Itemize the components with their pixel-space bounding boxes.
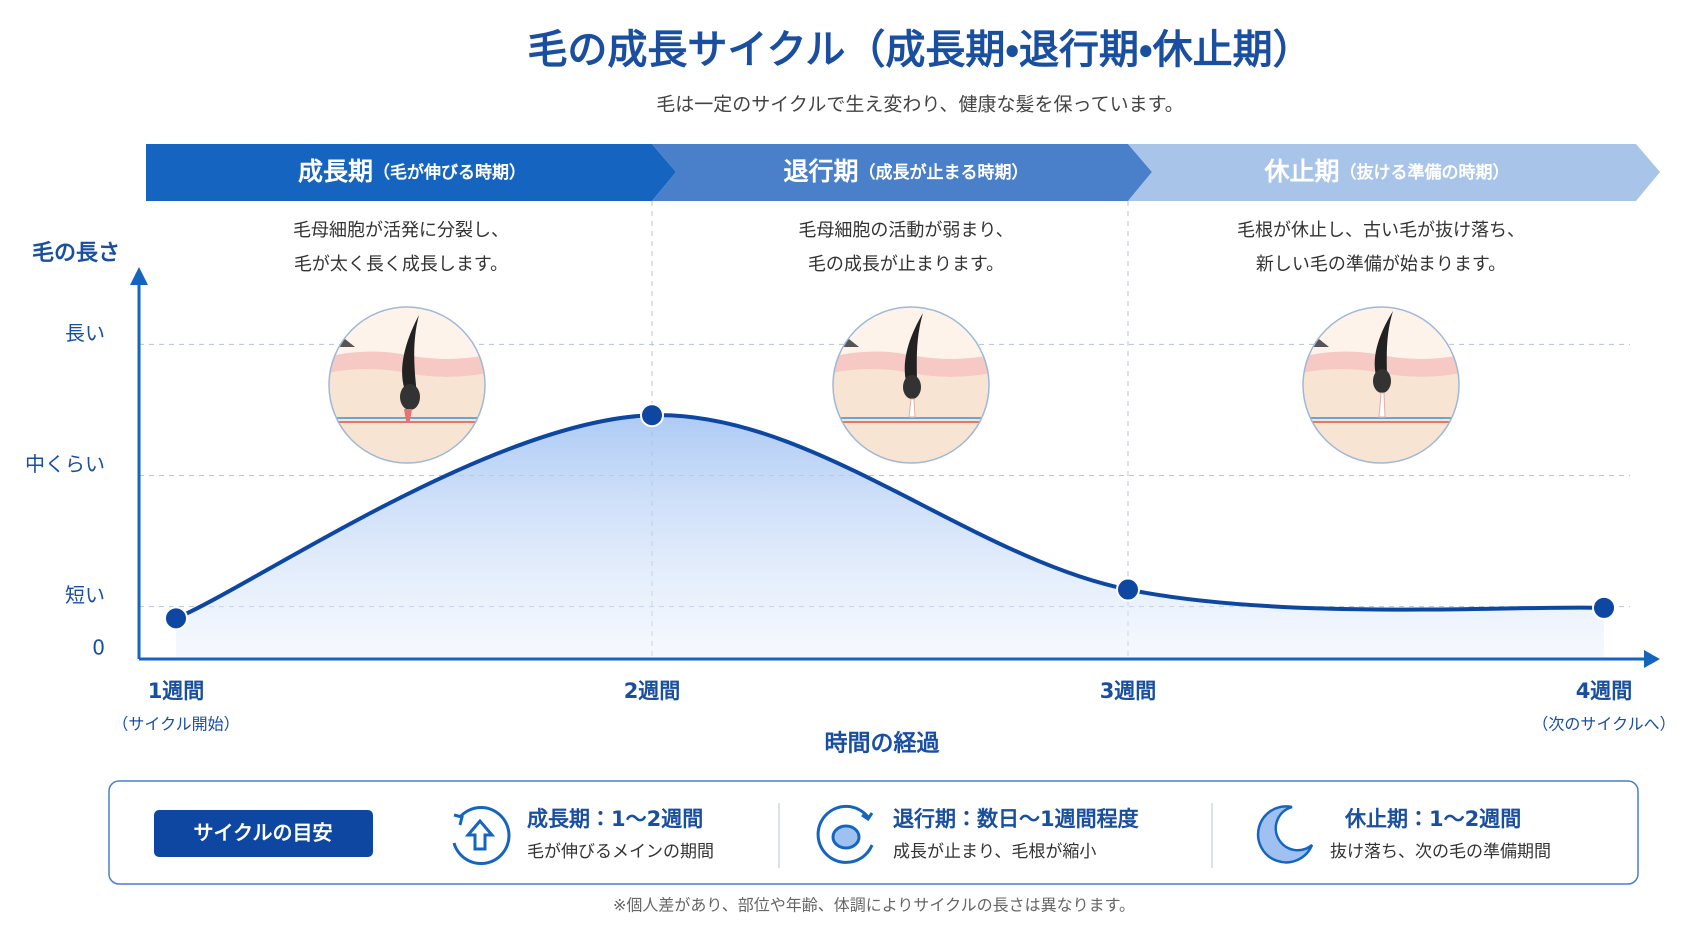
phase-description: 毛母細胞が活発に分裂し、 [293,220,509,241]
legend-title: 退行期：数日〜1週間程度 [893,807,1139,831]
point [640,403,664,428]
x-tick-label: 2週間 [624,679,681,703]
icon-rest [1256,805,1314,864]
legend-text: 成長が止まり、毛根が縮小 [893,842,1096,862]
point [164,606,188,631]
phase-banner [652,144,1152,201]
x-tick-label: 1週間 [148,679,205,703]
point [1116,577,1140,602]
legend-text: 毛が伸びるメインの期間 [527,842,714,862]
x-axis-arrow [1644,650,1660,668]
legend-badge-text: サイクルの目安 [194,821,333,845]
phase-banner [146,144,676,201]
x-tick-note: （次のサイクルへ） [1532,715,1675,734]
legend-box [108,780,1639,885]
title: 毛の成長サイクル（成長期・退行期・休止期） [527,27,1312,73]
phase-note: （抜ける準備の時期） [1340,162,1510,183]
phase-label: 成長期（毛が伸びる時期） [298,157,526,186]
phase-name: 休止期 [1263,157,1339,186]
phase-note: （毛が伸びる時期） [373,162,526,183]
y-axis-title: 毛の長さ [32,241,120,266]
y-tick-label: 長い [65,321,105,345]
icon-growth [452,806,511,865]
x-tick-note: （サイクル開始） [112,715,239,734]
x-tick-label: 3週間 [1100,679,1157,703]
follicle-growth [327,305,487,465]
phase-note: （成長が止まる時期） [859,162,1029,183]
footnote: ※個人差があり、部位や年齢、体調によりサイクルの長さは異なります。 [613,896,1135,915]
phase-description: 毛が太く長く成長します。 [294,254,508,275]
y-tick-label: 0 [92,636,105,660]
phase-banner [1128,144,1660,201]
legend-title: 休止期：1〜2週間 [1344,807,1521,831]
phase-description: 毛の成長が止まります。 [808,254,1004,275]
area [176,415,1604,659]
phase-label: 退行期（成長が止まる時期） [783,157,1028,186]
legend-title: 成長期：1〜2週間 [527,807,703,831]
line [175,413,1605,621]
icon-regression [816,804,874,864]
y-tick-label: 短い [65,583,105,607]
point [1592,595,1616,620]
follicle-regression [831,305,991,465]
subtitle: 毛は一定のサイクルで生え変わり、健康な髪を保っています。 [656,94,1183,116]
legend-text: 抜け落ち、次の毛の準備期間 [1330,842,1551,862]
follicle-rest [1301,305,1461,465]
phase-label: 休止期（抜ける準備の時期） [1263,157,1509,186]
y-tick-label: 中くらい [25,452,105,476]
phase-description: 毛母細胞の活動が弱まり、 [798,220,1013,241]
y-axis-arrow [130,267,148,285]
legend-badge [154,810,373,857]
phase-name: 退行期 [783,157,858,186]
phase-name: 成長期 [298,157,373,186]
phase-description: 毛根が休止し、古い毛が抜け落ち、 [1237,220,1525,241]
phase-description: 新しい毛の準備が始まります。 [1256,254,1506,275]
x-tick-label: 4週間 [1576,679,1633,703]
x-axis-title: 時間の経過 [825,730,940,757]
